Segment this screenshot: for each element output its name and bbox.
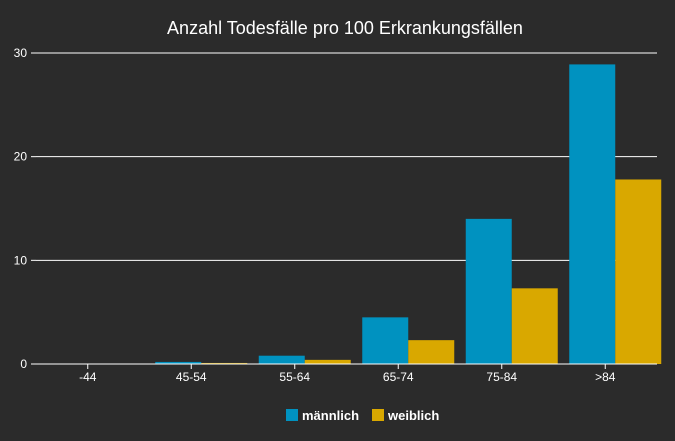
bars: [155, 64, 662, 365]
x-tick-label: 55-64: [279, 370, 310, 384]
x-tick-label: -44: [79, 370, 97, 384]
y-tick-label: 10: [14, 253, 28, 267]
y-tick-label: 20: [14, 150, 28, 164]
legend-swatch: [286, 409, 298, 421]
grid-lines: [31, 52, 657, 365]
chart-title: Anzahl Todesfälle pro 100 Erkrankungsfäl…: [167, 18, 523, 38]
bar-weiblich: [408, 340, 455, 364]
legend-item-männlich[interactable]: männlich: [286, 408, 359, 423]
bar-männlich: [362, 317, 409, 364]
bar-männlich: [569, 64, 616, 365]
x-tick-label: >84: [595, 370, 616, 384]
x-tick-label: 45-54: [176, 370, 207, 384]
bar-weiblich: [201, 362, 248, 364]
bar-weiblich: [615, 179, 662, 364]
x-tick-label: 65-74: [383, 370, 414, 384]
bar-weiblich: [304, 359, 351, 364]
legend-label: weiblich: [387, 408, 439, 423]
legend-swatch: [372, 409, 384, 421]
legend[interactable]: männlich weiblich: [286, 408, 439, 423]
x-tick-label: 75-84: [486, 370, 517, 384]
y-tick-label: 0: [20, 357, 27, 371]
bar-männlich: [155, 361, 202, 364]
x-axis-ticks: -44 45-54 55-64 65-74 75-84 >84: [36, 363, 657, 384]
legend-label: männlich: [302, 408, 359, 423]
bar-weiblich: [511, 288, 558, 364]
y-axis-ticks: 0 10 20 30: [14, 46, 28, 371]
legend-item-weiblich[interactable]: weiblich: [372, 408, 439, 423]
y-tick-label: 30: [14, 46, 28, 60]
bar-männlich: [258, 355, 305, 364]
bar-männlich: [465, 218, 512, 364]
